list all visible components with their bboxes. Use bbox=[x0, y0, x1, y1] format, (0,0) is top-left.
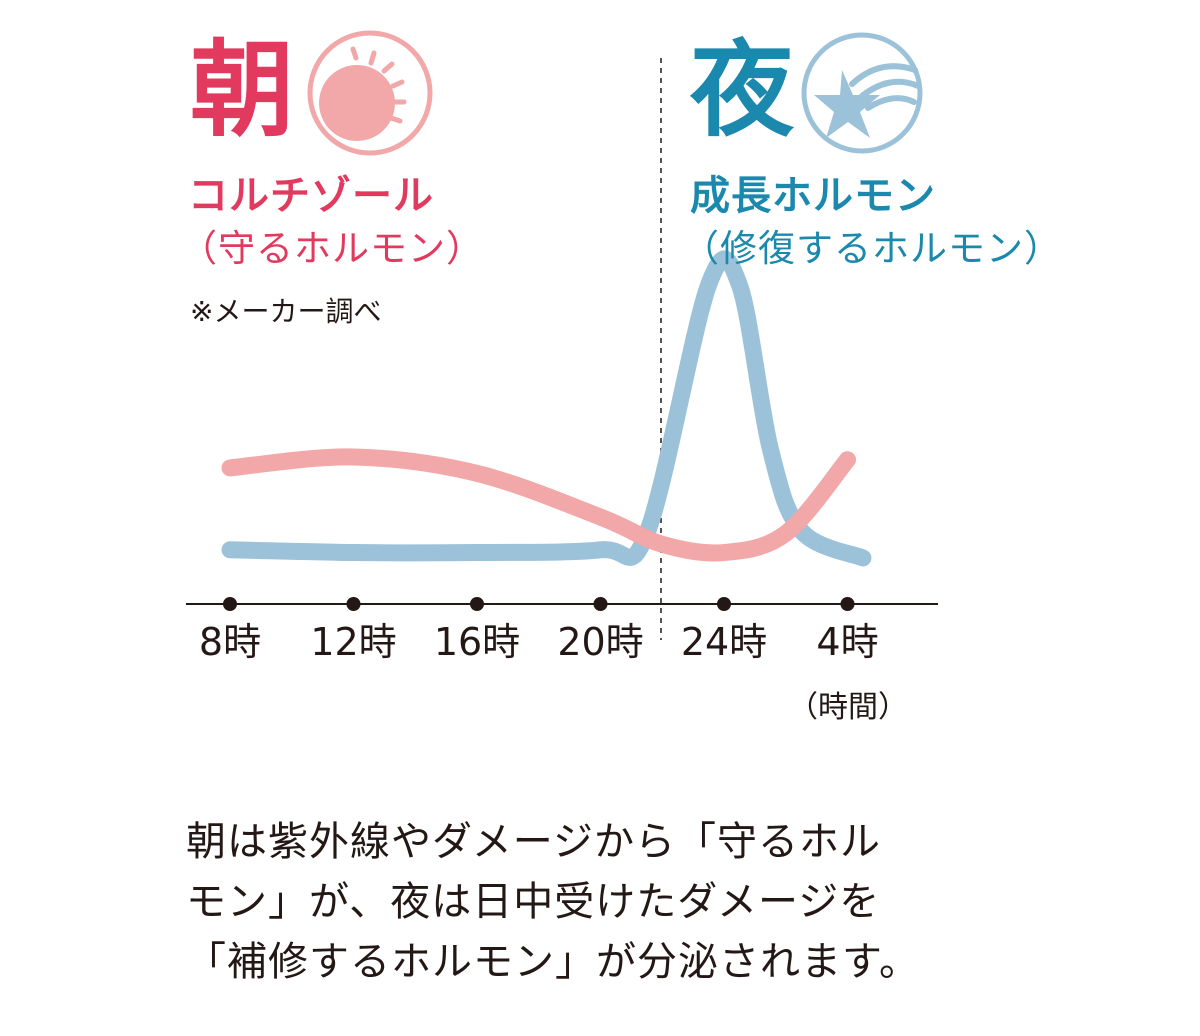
caption-line: 朝は紫外線やダメージから「守るホル bbox=[186, 819, 881, 865]
tick-dot bbox=[593, 597, 608, 611]
tick-dot bbox=[346, 597, 361, 611]
x-tick-label: 20時 bbox=[557, 620, 643, 664]
growth-hormone-line bbox=[221, 250, 872, 567]
morning-title: 朝 bbox=[190, 29, 295, 151]
x-tick-label: 16時 bbox=[434, 620, 520, 664]
x-tick-label: 12時 bbox=[310, 620, 396, 664]
caption-line: モン」が、夜は日中受けたダメージを bbox=[186, 879, 881, 925]
morning-hormone-name: コルチゾール bbox=[188, 173, 434, 219]
night-hormone-role: （修復するホルモン） bbox=[682, 227, 1062, 270]
x-tick-label: 4時 bbox=[816, 620, 878, 664]
night-title: 夜 bbox=[690, 29, 795, 151]
x-tick-label: 24時 bbox=[681, 620, 767, 664]
cortisol-line bbox=[221, 448, 856, 562]
tick-dot bbox=[840, 597, 855, 611]
x-axis-label: （時間） bbox=[788, 690, 908, 725]
morning-hormone-role: （守るホルモン） bbox=[180, 227, 484, 270]
night-hormone-name: 成長ホルモン bbox=[690, 173, 936, 219]
source-note: ※メーカー調べ bbox=[190, 295, 382, 328]
tick-dot bbox=[717, 597, 731, 611]
tick-dot bbox=[223, 597, 237, 611]
sun-icon bbox=[307, 30, 433, 156]
caption-line: 「補修するホルモン」が分泌されます。 bbox=[186, 939, 920, 985]
x-tick-label: 8時 bbox=[199, 620, 261, 664]
caption: 朝は紫外線やダメージから「守るホル モン」が、夜は日中受けたダメージを 「補修す… bbox=[186, 812, 986, 992]
tick-dot bbox=[470, 597, 484, 611]
shooting-star-icon bbox=[801, 32, 923, 154]
